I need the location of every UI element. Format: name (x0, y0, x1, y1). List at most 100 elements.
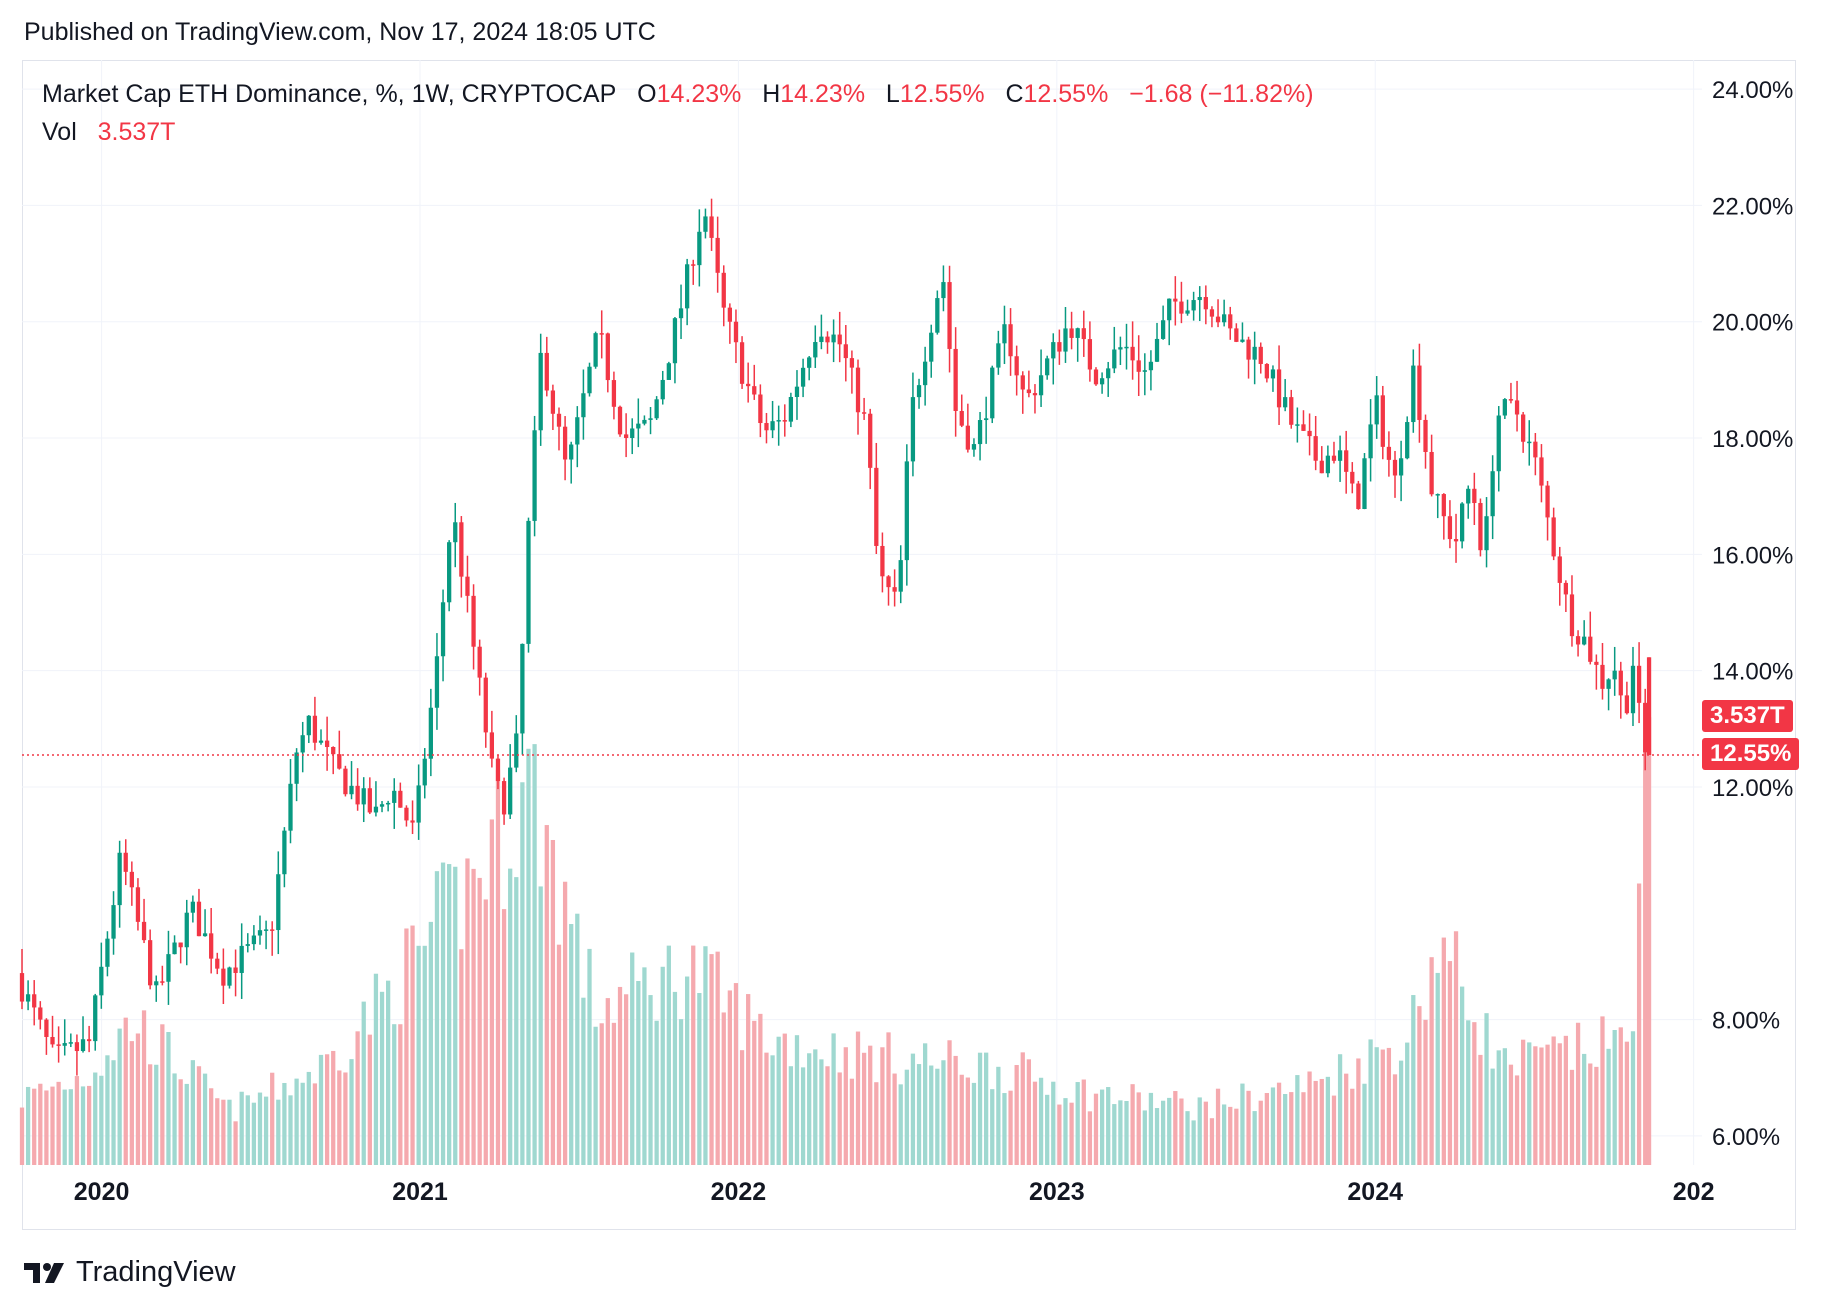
volume-bar (239, 1091, 244, 1165)
candle-body (1142, 370, 1147, 372)
candle-body (1521, 414, 1526, 442)
candle-body (1154, 338, 1160, 362)
symbol-title[interactable]: Market Cap ETH Dominance, %, 1W, CRYPTOC… (42, 80, 617, 108)
volume-bar (685, 976, 690, 1165)
candle-body (581, 393, 586, 418)
volume-bar (32, 1088, 37, 1165)
candle-body (514, 733, 519, 768)
candle-body (617, 406, 623, 435)
volume-bar (379, 991, 385, 1165)
candle-body (288, 783, 293, 831)
candle-body (172, 942, 177, 955)
volume-bar (227, 1099, 232, 1165)
candle-body (123, 852, 128, 872)
candle-body (1429, 451, 1434, 495)
candle-body (1563, 582, 1569, 595)
volume-legend[interactable]: Vol 3.537T (42, 118, 175, 147)
candle-body (117, 852, 122, 906)
candle-body (733, 321, 739, 343)
volume-bar (1063, 1098, 1068, 1165)
candle-body (1112, 349, 1117, 369)
price-axis[interactable]: 24.00% 22.00% 20.00% 18.00% 16.00% 14.00% 12.0… (1712, 77, 1793, 1151)
low-value: 12.55% (899, 80, 985, 108)
volume-bar (1246, 1090, 1251, 1165)
candle-body (849, 358, 855, 368)
volume-bar (569, 924, 574, 1165)
candle-body (1057, 342, 1062, 352)
volume-bar (953, 1055, 958, 1165)
candle-body (86, 1039, 92, 1042)
candle-body (971, 444, 977, 450)
volume-bar (941, 1060, 946, 1165)
candle-body (135, 887, 141, 922)
candle-body (184, 912, 189, 948)
volume-bar (1234, 1108, 1239, 1165)
candle-body (599, 333, 604, 335)
candle-body (202, 933, 208, 937)
candle-body (1325, 455, 1331, 474)
candle-body (1215, 316, 1221, 323)
volume-bar (886, 1032, 891, 1165)
volume-bar (813, 1049, 818, 1165)
volume-bar (1569, 1069, 1575, 1165)
volume-bar (758, 1013, 763, 1165)
candle-body (1380, 395, 1385, 447)
candle-body (1478, 503, 1483, 551)
candle-body (1179, 301, 1184, 314)
candle-body (349, 785, 354, 795)
candle-body (996, 343, 1001, 368)
volume-bar (221, 1099, 226, 1165)
volume-bar (977, 1052, 983, 1165)
volume-bar (1222, 1104, 1227, 1165)
volume-bar (599, 1023, 604, 1165)
symbol-legend[interactable]: Market Cap ETH Dominance, %, 1W, CRYPTOC… (42, 80, 1314, 109)
volume-bar (300, 1082, 305, 1165)
volume-bar (1502, 1048, 1507, 1165)
volume-bar (1630, 1031, 1636, 1165)
candle-body (1136, 360, 1141, 372)
candle-body (721, 272, 726, 308)
x-tick-label: 2024 (1347, 1178, 1403, 1206)
candle-body (959, 410, 964, 426)
candle-body (440, 602, 446, 657)
candle-body (245, 944, 250, 946)
volume-bar (1032, 1081, 1038, 1165)
volume-bar (1154, 1108, 1160, 1165)
volume-bar (1301, 1092, 1306, 1165)
volume-bar (1203, 1101, 1208, 1165)
volume-bar (135, 1033, 141, 1165)
volume-bar (1490, 1068, 1495, 1165)
candle-body (25, 994, 31, 1002)
volume-bar (1398, 1060, 1404, 1165)
tradingview-logo[interactable]: TradingView (24, 1256, 236, 1289)
volume-bar (428, 921, 433, 1165)
close-value: 12.55% (1023, 80, 1109, 108)
candle-body (526, 520, 531, 644)
volume-bar (1472, 1022, 1477, 1165)
time-axis[interactable]: 2020 2021 2022 2023 2024 202 (74, 1178, 1715, 1206)
volume-bar (1325, 1076, 1331, 1165)
candle-body (477, 646, 482, 678)
volume-bar (44, 1090, 49, 1165)
volume-bar (422, 945, 427, 1165)
candle-body (196, 901, 202, 937)
volume-bar (611, 1022, 617, 1165)
candle-body (953, 348, 958, 411)
volume-bar (489, 819, 495, 1165)
candle-body (74, 1042, 80, 1052)
candle-body (1350, 471, 1355, 484)
candle-body (379, 804, 385, 807)
candle-body (1508, 399, 1514, 401)
volume-bar (538, 886, 543, 1165)
volume-bar (1057, 1104, 1062, 1165)
volume-bar (697, 993, 702, 1165)
volume-bar (123, 1017, 128, 1165)
volume-bar (398, 1024, 403, 1165)
candle-body (916, 385, 922, 398)
candle-body (68, 1042, 73, 1044)
volume-bar (892, 1073, 897, 1165)
volume-bar (1563, 1035, 1569, 1165)
volume-bar (245, 1095, 250, 1165)
volume-bar (1618, 1027, 1623, 1165)
